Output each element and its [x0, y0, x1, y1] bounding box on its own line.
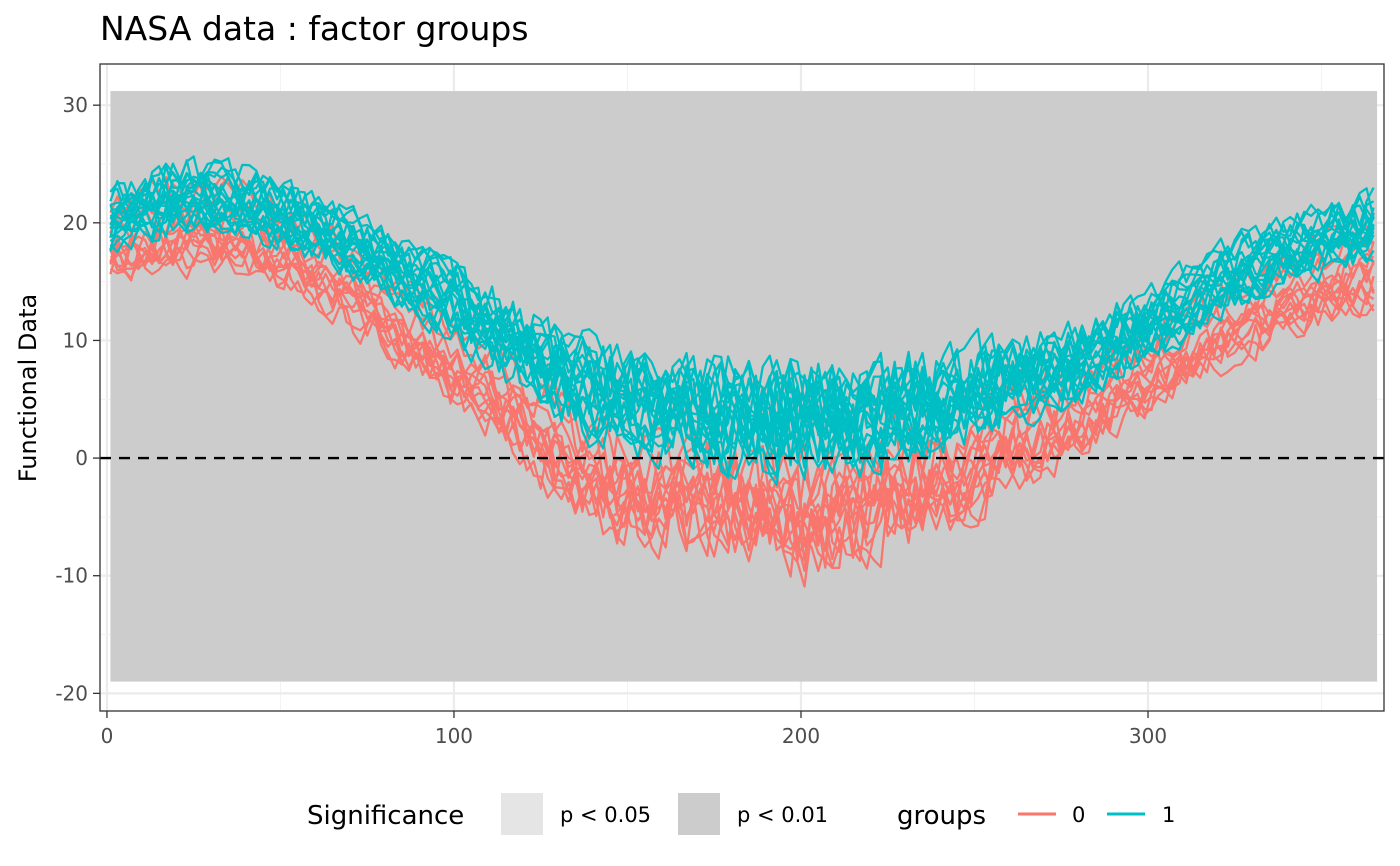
plot-panel	[99, 63, 1385, 712]
legend: Significance p < 0.05 p < 0.01 groups 0 …	[307, 793, 1175, 835]
legend-label-p005: p < 0.05	[560, 803, 651, 827]
data-curves	[109, 155, 1375, 588]
x-tick-label: 0	[101, 724, 114, 748]
legend-groups-title: groups	[897, 801, 986, 831]
y-axis: -20 -10 0 10 20 30	[55, 93, 100, 705]
series-1-curve	[109, 182, 1375, 458]
series-0-curve	[109, 229, 1375, 578]
legend-label-group-0: 0	[1072, 803, 1085, 827]
legend-swatch-p005	[501, 793, 543, 835]
y-axis-label: Functional Data	[14, 294, 42, 482]
chart-title: NASA data : factor groups	[100, 9, 529, 48]
legend-swatch-p001	[678, 793, 720, 835]
plot-border	[99, 63, 1385, 712]
series-0-curve	[109, 226, 1375, 573]
series-1-curve	[109, 172, 1375, 465]
y-tick-label: 10	[63, 328, 88, 352]
x-tick-label: 200	[782, 724, 820, 748]
legend-label-p001: p < 0.01	[737, 803, 828, 827]
series-0-curve	[109, 246, 1375, 572]
y-tick-label: 0	[75, 446, 88, 470]
x-axis: 0 100 200 300	[101, 711, 1167, 748]
x-tick-label: 100	[435, 724, 473, 748]
legend-label-group-1: 1	[1162, 803, 1175, 827]
y-tick-label: 20	[63, 211, 88, 235]
y-tick-label: -10	[55, 564, 88, 588]
legend-significance-title: Significance	[307, 801, 464, 831]
series-0-curve	[109, 217, 1375, 553]
series-1-curve	[109, 201, 1375, 481]
y-tick-label: -20	[55, 681, 88, 705]
y-tick-label: 30	[63, 93, 88, 117]
x-tick-label: 300	[1129, 724, 1167, 748]
